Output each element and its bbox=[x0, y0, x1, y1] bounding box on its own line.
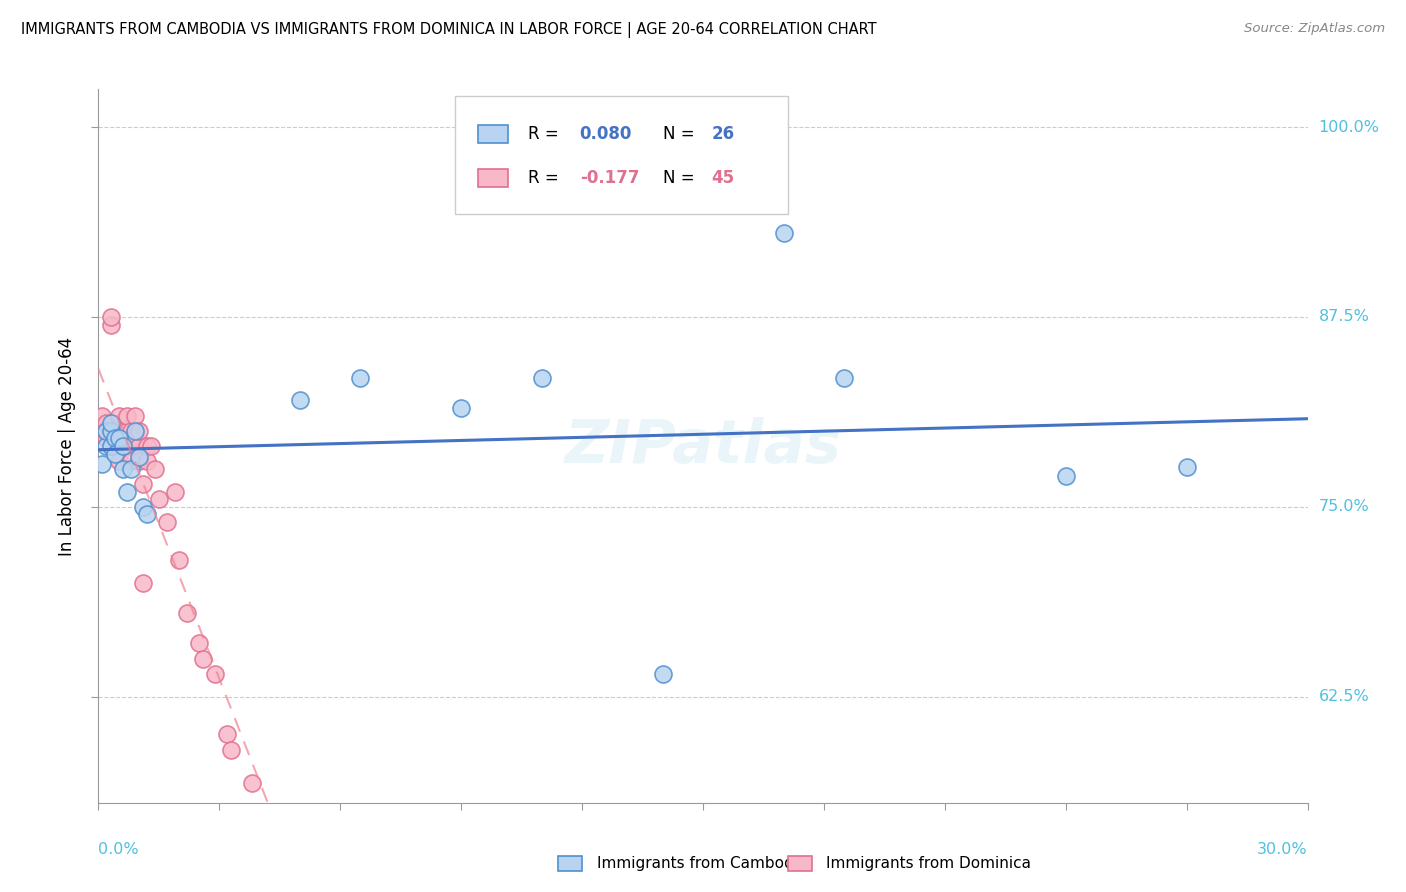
Point bbox=[135, 454, 157, 468]
Text: R =: R = bbox=[527, 125, 564, 143]
Point bbox=[128, 439, 150, 453]
Point bbox=[96, 416, 118, 430]
Point bbox=[135, 439, 157, 453]
Point bbox=[96, 431, 118, 445]
Point bbox=[115, 484, 138, 499]
Text: 100.0%: 100.0% bbox=[1319, 120, 1379, 135]
Point bbox=[124, 424, 146, 438]
Text: Immigrants from Cambodia: Immigrants from Cambodia bbox=[596, 856, 807, 871]
Text: Source: ZipAtlas.com: Source: ZipAtlas.com bbox=[1244, 22, 1385, 36]
Text: ZIPatlas: ZIPatlas bbox=[564, 417, 842, 475]
Point bbox=[132, 477, 155, 491]
Point bbox=[120, 462, 142, 476]
Point bbox=[132, 500, 155, 514]
Text: 0.080: 0.080 bbox=[579, 125, 633, 143]
Point bbox=[221, 742, 243, 756]
Point bbox=[120, 454, 142, 468]
Point bbox=[832, 370, 855, 384]
Point bbox=[100, 439, 122, 453]
Point bbox=[193, 651, 215, 665]
Point bbox=[450, 401, 472, 415]
Y-axis label: In Labor Force | Age 20-64: In Labor Force | Age 20-64 bbox=[58, 336, 76, 556]
Text: IMMIGRANTS FROM CAMBODIA VS IMMIGRANTS FROM DOMINICA IN LABOR FORCE | AGE 20-64 : IMMIGRANTS FROM CAMBODIA VS IMMIGRANTS F… bbox=[21, 22, 877, 38]
Point bbox=[96, 424, 118, 438]
Text: R =: R = bbox=[527, 169, 564, 187]
Point bbox=[143, 462, 166, 476]
Point bbox=[100, 318, 122, 332]
FancyBboxPatch shape bbox=[478, 169, 509, 187]
Point bbox=[115, 439, 138, 453]
Point bbox=[107, 431, 129, 445]
Point bbox=[651, 666, 673, 681]
Point bbox=[91, 457, 114, 471]
FancyBboxPatch shape bbox=[558, 856, 582, 871]
Point bbox=[163, 484, 186, 499]
Point bbox=[1054, 469, 1077, 483]
Point bbox=[148, 492, 170, 507]
Point bbox=[156, 515, 179, 529]
Point bbox=[100, 310, 122, 324]
Point bbox=[103, 431, 125, 445]
Point bbox=[132, 575, 155, 590]
Point bbox=[107, 454, 129, 468]
Point bbox=[128, 454, 150, 468]
Text: 26: 26 bbox=[711, 125, 734, 143]
Point bbox=[107, 409, 129, 423]
Point bbox=[139, 439, 162, 453]
Point bbox=[103, 447, 125, 461]
Point bbox=[100, 424, 122, 438]
Point bbox=[128, 424, 150, 438]
Point bbox=[111, 439, 134, 453]
Point bbox=[111, 424, 134, 438]
Point bbox=[100, 416, 122, 430]
Point bbox=[100, 439, 122, 453]
Point bbox=[217, 727, 239, 741]
Point bbox=[530, 370, 553, 384]
Point bbox=[103, 424, 125, 438]
FancyBboxPatch shape bbox=[787, 856, 811, 871]
Point bbox=[111, 439, 134, 453]
Point bbox=[288, 393, 311, 408]
Point bbox=[100, 424, 122, 438]
Point bbox=[107, 424, 129, 438]
Point bbox=[1175, 460, 1198, 475]
Text: Immigrants from Dominica: Immigrants from Dominica bbox=[827, 856, 1032, 871]
Point bbox=[124, 431, 146, 445]
Point bbox=[167, 553, 190, 567]
Point bbox=[772, 227, 794, 241]
Text: N =: N = bbox=[664, 169, 700, 187]
Text: 62.5%: 62.5% bbox=[1319, 689, 1369, 704]
Point bbox=[188, 636, 211, 650]
Point bbox=[124, 409, 146, 423]
Point bbox=[204, 666, 226, 681]
Point bbox=[96, 439, 118, 453]
Text: 30.0%: 30.0% bbox=[1257, 842, 1308, 856]
Text: N =: N = bbox=[664, 125, 700, 143]
Point bbox=[240, 776, 263, 790]
Point bbox=[128, 450, 150, 464]
Text: 75.0%: 75.0% bbox=[1319, 500, 1369, 514]
Point bbox=[115, 409, 138, 423]
Point bbox=[115, 424, 138, 438]
Text: 0.0%: 0.0% bbox=[98, 842, 139, 856]
FancyBboxPatch shape bbox=[456, 96, 787, 214]
Point bbox=[91, 409, 114, 423]
Text: -0.177: -0.177 bbox=[579, 169, 640, 187]
Point bbox=[107, 431, 129, 445]
Point bbox=[349, 370, 371, 384]
Point bbox=[135, 508, 157, 522]
Text: 45: 45 bbox=[711, 169, 734, 187]
Point bbox=[91, 424, 114, 438]
Point bbox=[103, 431, 125, 445]
Point bbox=[120, 424, 142, 438]
FancyBboxPatch shape bbox=[478, 125, 509, 143]
Point bbox=[96, 424, 118, 438]
Point bbox=[176, 606, 198, 620]
Text: 87.5%: 87.5% bbox=[1319, 310, 1369, 325]
Point bbox=[111, 462, 134, 476]
Point bbox=[120, 431, 142, 445]
